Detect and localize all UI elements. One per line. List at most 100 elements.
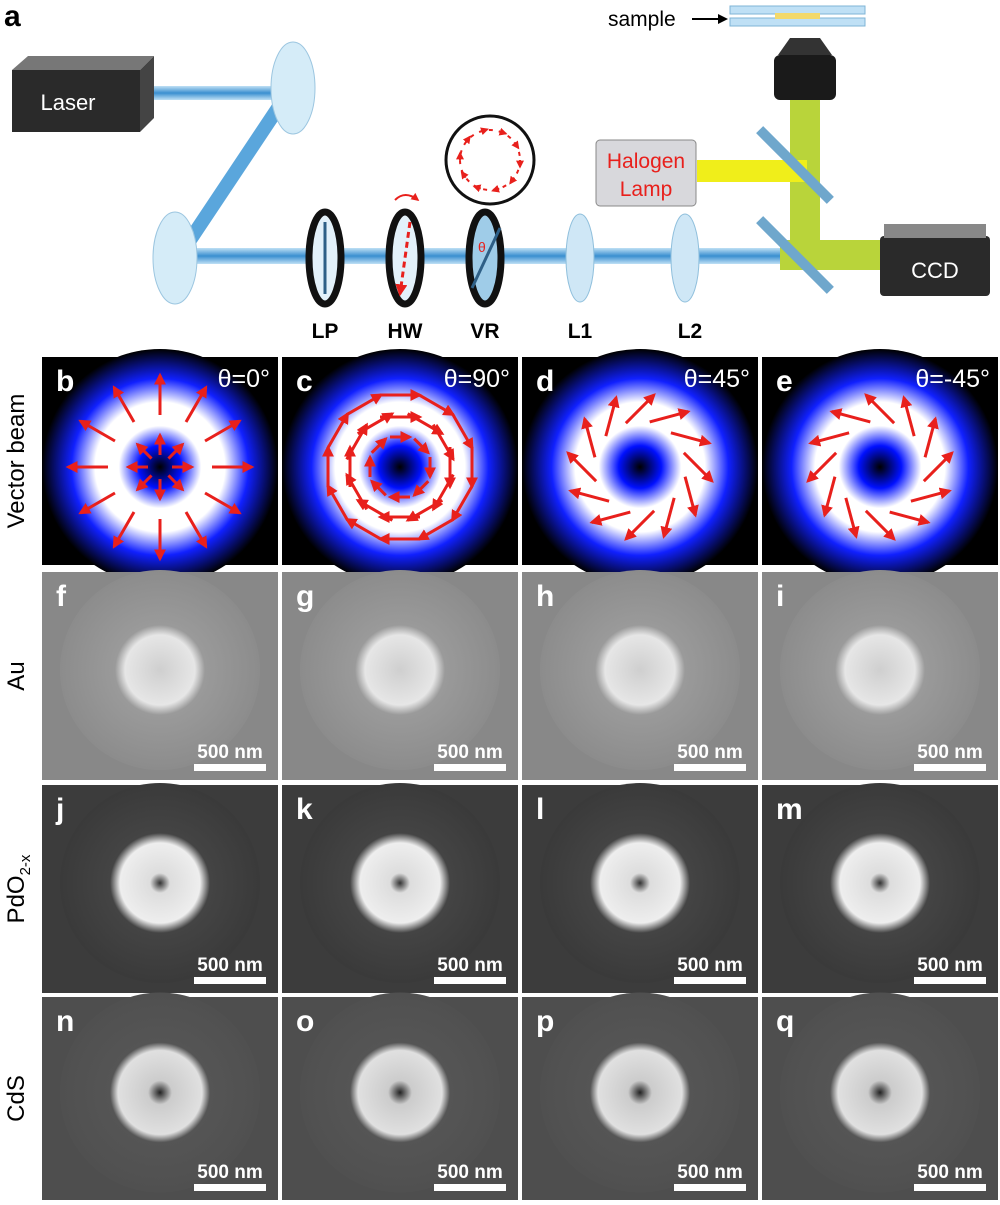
polarization-arrow [581, 416, 597, 458]
rotation-arrow [394, 192, 420, 201]
theta-label: θ [478, 239, 486, 255]
panel-image-pattern [780, 992, 980, 1193]
panel-label: c [296, 365, 313, 398]
ccd-label: CCD [911, 258, 959, 283]
polarization-arrow [624, 393, 656, 425]
lamp-beam [697, 160, 807, 182]
panel-label: l [536, 793, 544, 826]
ccd-box [880, 236, 990, 296]
polarization-arrow [624, 509, 656, 541]
scale-bar [194, 977, 266, 984]
panel-label: e [776, 365, 793, 398]
inset-arrow [472, 184, 482, 193]
polarization-arrow [204, 419, 242, 443]
lens [670, 213, 700, 303]
objective-tip [778, 38, 832, 55]
polarization-arrow [864, 509, 896, 541]
panel-label: n [56, 1005, 74, 1038]
scale-bar [674, 1184, 746, 1191]
polarization-arrow [135, 474, 153, 492]
polarization-arrow [604, 395, 620, 437]
inset-arrow [509, 175, 518, 185]
polarization-arrow [806, 451, 838, 483]
scale-label: 500 nm [677, 1162, 742, 1183]
panel-label: b [56, 365, 74, 398]
polarization-arrow [821, 476, 837, 518]
polarization-arrow [112, 511, 136, 549]
panel-label: d [536, 365, 554, 398]
polarization-arrow [589, 510, 631, 526]
panel-image-pattern [780, 783, 980, 983]
lamp-label: Lamp [620, 178, 673, 201]
row-label: PdO2-x [3, 854, 34, 923]
panel-label: q [776, 1005, 794, 1038]
laser-label: Laser [40, 90, 95, 115]
row-label: Vector beam [3, 394, 30, 529]
polarization-arrow [112, 385, 136, 423]
polarization-arrow [432, 423, 455, 462]
polarization-arrow [660, 497, 676, 539]
polarization-arrow [682, 451, 714, 483]
inset-arrow [460, 170, 469, 180]
panel-label: h [536, 580, 554, 613]
panel-image-pattern [522, 349, 758, 585]
panel-image-pattern [60, 570, 260, 770]
panel-label: f [56, 580, 67, 613]
polarization-arrow [78, 491, 116, 515]
scale-bar [434, 1184, 506, 1191]
panel-label: p [536, 1005, 554, 1038]
panel-image-pattern [780, 570, 980, 770]
polarization-arrow [78, 419, 116, 443]
polarization-arrow [900, 395, 916, 437]
polarization-arrow [184, 385, 208, 423]
polarization-arrow [416, 518, 455, 541]
polarization-arrow [184, 511, 208, 549]
panel-image-pattern [60, 992, 260, 1193]
panel-label: j [55, 793, 64, 826]
panel-image-pattern [300, 783, 500, 983]
row-label-text: CdS [3, 1075, 30, 1122]
scale-bar [434, 977, 506, 984]
polarization-arrow [326, 411, 349, 450]
polarization-arrow [889, 510, 931, 526]
scale-label: 500 nm [677, 742, 742, 763]
inset-arrow [491, 184, 500, 193]
mirror [152, 211, 198, 305]
component-label: L1 [568, 320, 593, 343]
panel-image-pattern [540, 570, 740, 770]
scale-label: 500 nm [437, 955, 502, 976]
panel-image-pattern [540, 992, 740, 1193]
panel-label: o [296, 1005, 314, 1038]
objective [774, 55, 836, 100]
theta-label: θ=-45° [915, 365, 990, 393]
setup-diagram: a Laser θ [4, 0, 990, 308]
polarization-arrow [370, 437, 388, 454]
scale-bar [914, 764, 986, 771]
inset-arrow [498, 127, 508, 136]
panel-image-pattern [300, 570, 500, 770]
scale-label: 500 nm [437, 742, 502, 763]
scale-label: 500 nm [437, 1162, 502, 1183]
polarization-arrow [451, 484, 474, 523]
polarization-arrow [844, 497, 860, 539]
polarization-arrow [829, 408, 871, 424]
mirror [270, 41, 316, 135]
component-label: HW [388, 320, 423, 343]
panel-label: g [296, 580, 314, 613]
theta-label: θ=90° [444, 365, 510, 393]
panel-label: i [776, 580, 784, 613]
theta-label: θ=45° [684, 365, 750, 393]
panel-image-pattern [540, 783, 740, 983]
polarization-arrow [204, 491, 242, 515]
row-label-text: Au [3, 661, 30, 690]
polarization-arrow [922, 451, 954, 483]
row-label: Au [3, 661, 30, 690]
panel-image-pattern [762, 349, 998, 585]
panel-image-pattern [282, 349, 518, 585]
polarization-arrow [412, 480, 430, 497]
scale-bar [914, 1184, 986, 1191]
lamp-box [595, 139, 697, 207]
laser-box [12, 70, 140, 132]
row-label-subscript: 2-x [17, 854, 34, 875]
